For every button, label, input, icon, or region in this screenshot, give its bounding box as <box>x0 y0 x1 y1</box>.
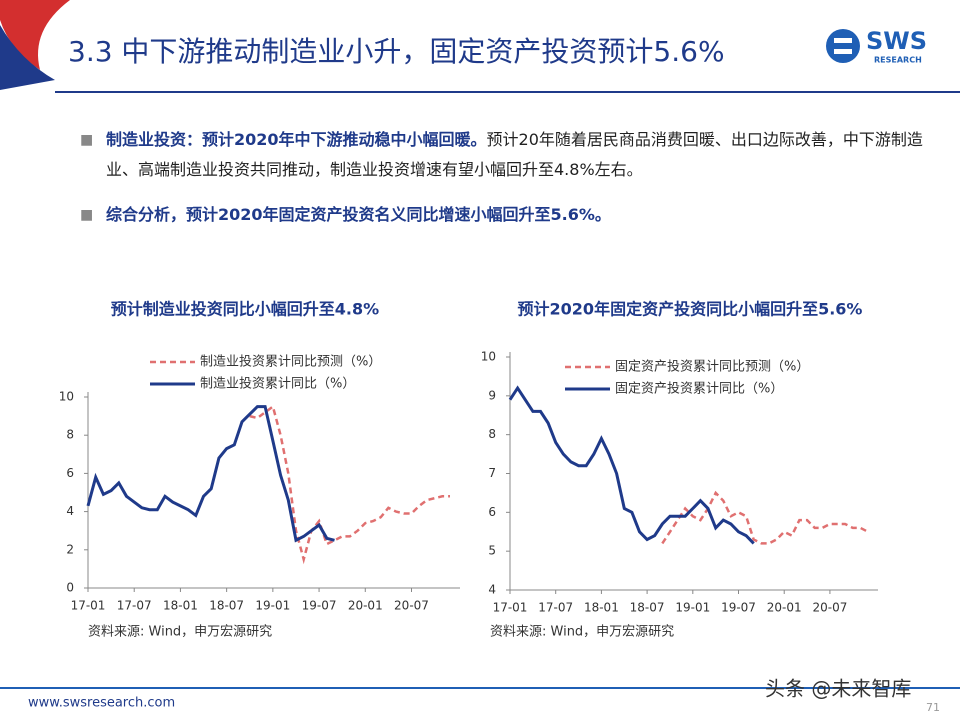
x-tick-label: 20-01 <box>767 601 802 615</box>
legend-label: 制造业投资累计同比预测（%） <box>200 354 381 370</box>
chart-title: 预计制造业投资同比小幅回升至4.8% <box>111 300 379 319</box>
y-tick-label: 6 <box>66 466 74 480</box>
x-tick-label: 19-01 <box>675 601 710 615</box>
y-tick-label: 10 <box>481 350 496 364</box>
y-tick-label: 4 <box>66 504 74 518</box>
y-tick-label: 10 <box>59 390 74 404</box>
y-tick-label: 6 <box>488 505 496 519</box>
y-tick-label: 0 <box>66 581 74 595</box>
x-tick-label: 17-07 <box>538 601 573 615</box>
logo-subtext: RESEARCH <box>874 56 922 65</box>
logo-text: SWS <box>866 27 927 55</box>
series-line <box>508 385 755 545</box>
x-tick-label: 17-01 <box>493 601 528 615</box>
x-tick-label: 18-07 <box>630 601 665 615</box>
series-line <box>661 490 869 545</box>
y-tick-label: 4 <box>488 583 496 597</box>
legend-label: 固定资产投资累计同比（%） <box>615 381 783 397</box>
x-tick-label: 18-01 <box>163 599 198 613</box>
bullet: ■ 综合分析，预计2020年固定资产投资名义同比增速小幅回升至5.6%。 <box>80 205 611 224</box>
x-tick-label: 18-01 <box>584 601 619 615</box>
x-tick-label: 20-01 <box>348 599 383 613</box>
logo-mark <box>834 38 852 43</box>
x-tick-label: 19-07 <box>721 601 756 615</box>
chart-title: 预计2020年固定资产投资同比小幅回升至5.6% <box>518 300 863 319</box>
series-line <box>86 405 335 543</box>
x-tick-label: 19-01 <box>255 599 290 613</box>
watermark: 头条 @未来智库 <box>765 677 911 701</box>
bullet-lead: 制造业投资：预计2020年中下游推动稳中小幅回暖。 <box>106 130 487 149</box>
logo-mark <box>834 49 852 54</box>
y-tick-label: 2 <box>66 542 74 556</box>
page-number: 71 <box>926 701 940 714</box>
legend-label: 制造业投资累计同比（%） <box>200 376 355 392</box>
y-tick-label: 9 <box>488 388 496 402</box>
chart-source: 资料来源: Wind，申万宏源研究 <box>490 625 674 640</box>
legend-label: 固定资产投资累计同比预测（%） <box>615 359 809 375</box>
logo-mark <box>826 29 860 63</box>
series-line <box>249 404 450 565</box>
x-tick-label: 19-07 <box>302 599 337 613</box>
chart-source: 资料来源: Wind，申万宏源研究 <box>88 625 272 640</box>
bullet-lead: 综合分析，预计2020年固定资产投资名义同比增速小幅回升至5.6%。 <box>106 205 611 224</box>
x-tick-label: 17-01 <box>71 599 106 613</box>
y-tick-label: 7 <box>488 466 496 480</box>
footer-url: www.swsresearch.com <box>28 696 175 711</box>
x-tick-label: 20-07 <box>394 599 429 613</box>
x-tick-label: 18-07 <box>209 599 244 613</box>
x-tick-label: 17-07 <box>117 599 152 613</box>
y-tick-label: 8 <box>488 427 496 441</box>
bullet-text: 预计20年随着居民商品消费回暖、出口边际改善，中下游制造业、高端制造业投资共同推… <box>106 130 923 179</box>
x-tick-label: 20-07 <box>812 601 847 615</box>
corner-decoration <box>0 0 70 70</box>
corner-decoration <box>0 25 55 90</box>
bullet: ■ 制造业投资：预计2020年中下游推动稳中小幅回暖。预计20年随着居民商品消费回… <box>80 130 923 179</box>
y-tick-label: 8 <box>66 428 74 442</box>
slide-title: 3.3 中下游推动制造业小升，固定资产投资预计5.6% <box>68 35 725 68</box>
y-tick-label: 5 <box>488 544 496 558</box>
